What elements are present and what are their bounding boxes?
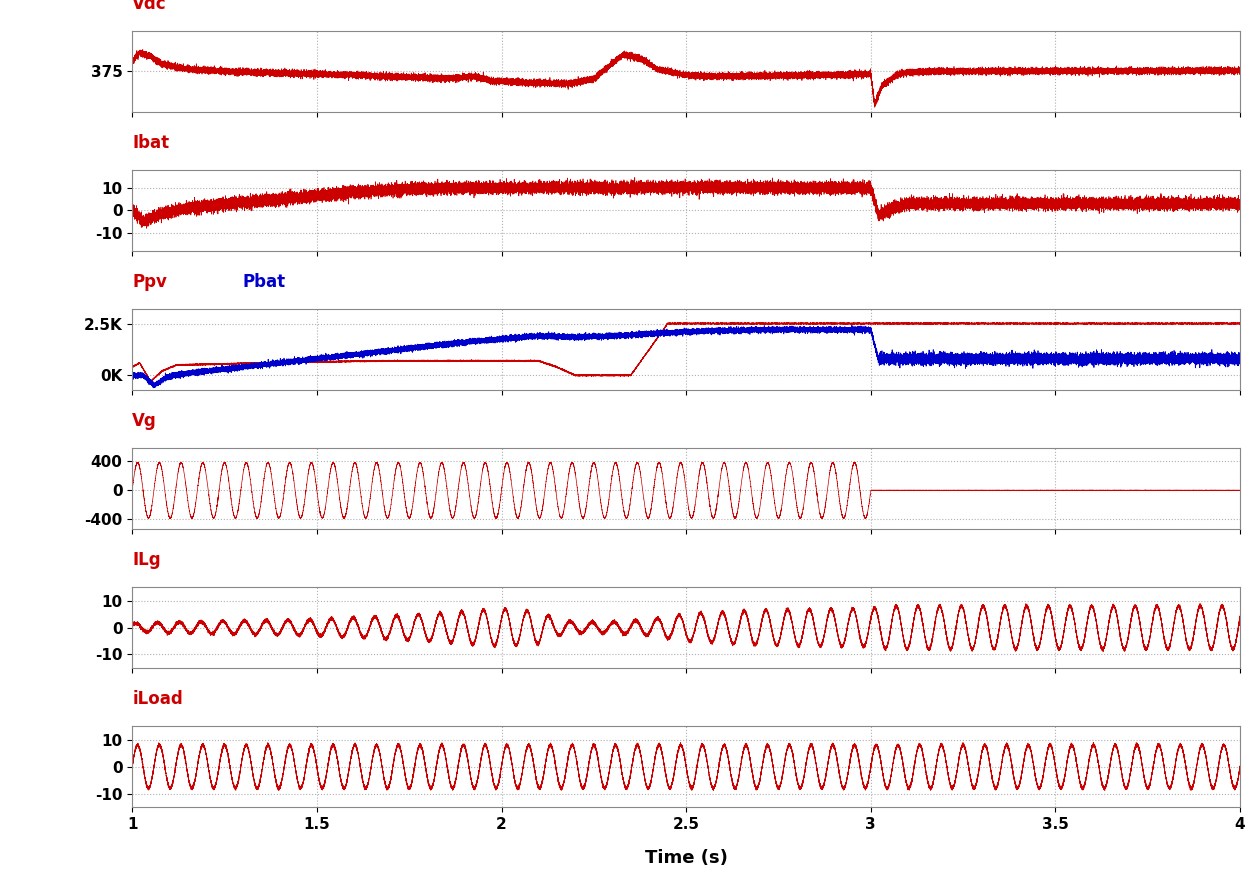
Text: Vdc: Vdc <box>132 0 167 13</box>
Text: Ppv: Ppv <box>132 273 167 291</box>
Text: Pbat: Pbat <box>243 273 286 291</box>
Text: Vg: Vg <box>132 412 157 430</box>
Text: iLoad: iLoad <box>132 691 183 708</box>
Text: ILg: ILg <box>132 551 161 570</box>
Text: Ibat: Ibat <box>132 134 169 153</box>
Text: Time (s): Time (s) <box>645 848 728 867</box>
